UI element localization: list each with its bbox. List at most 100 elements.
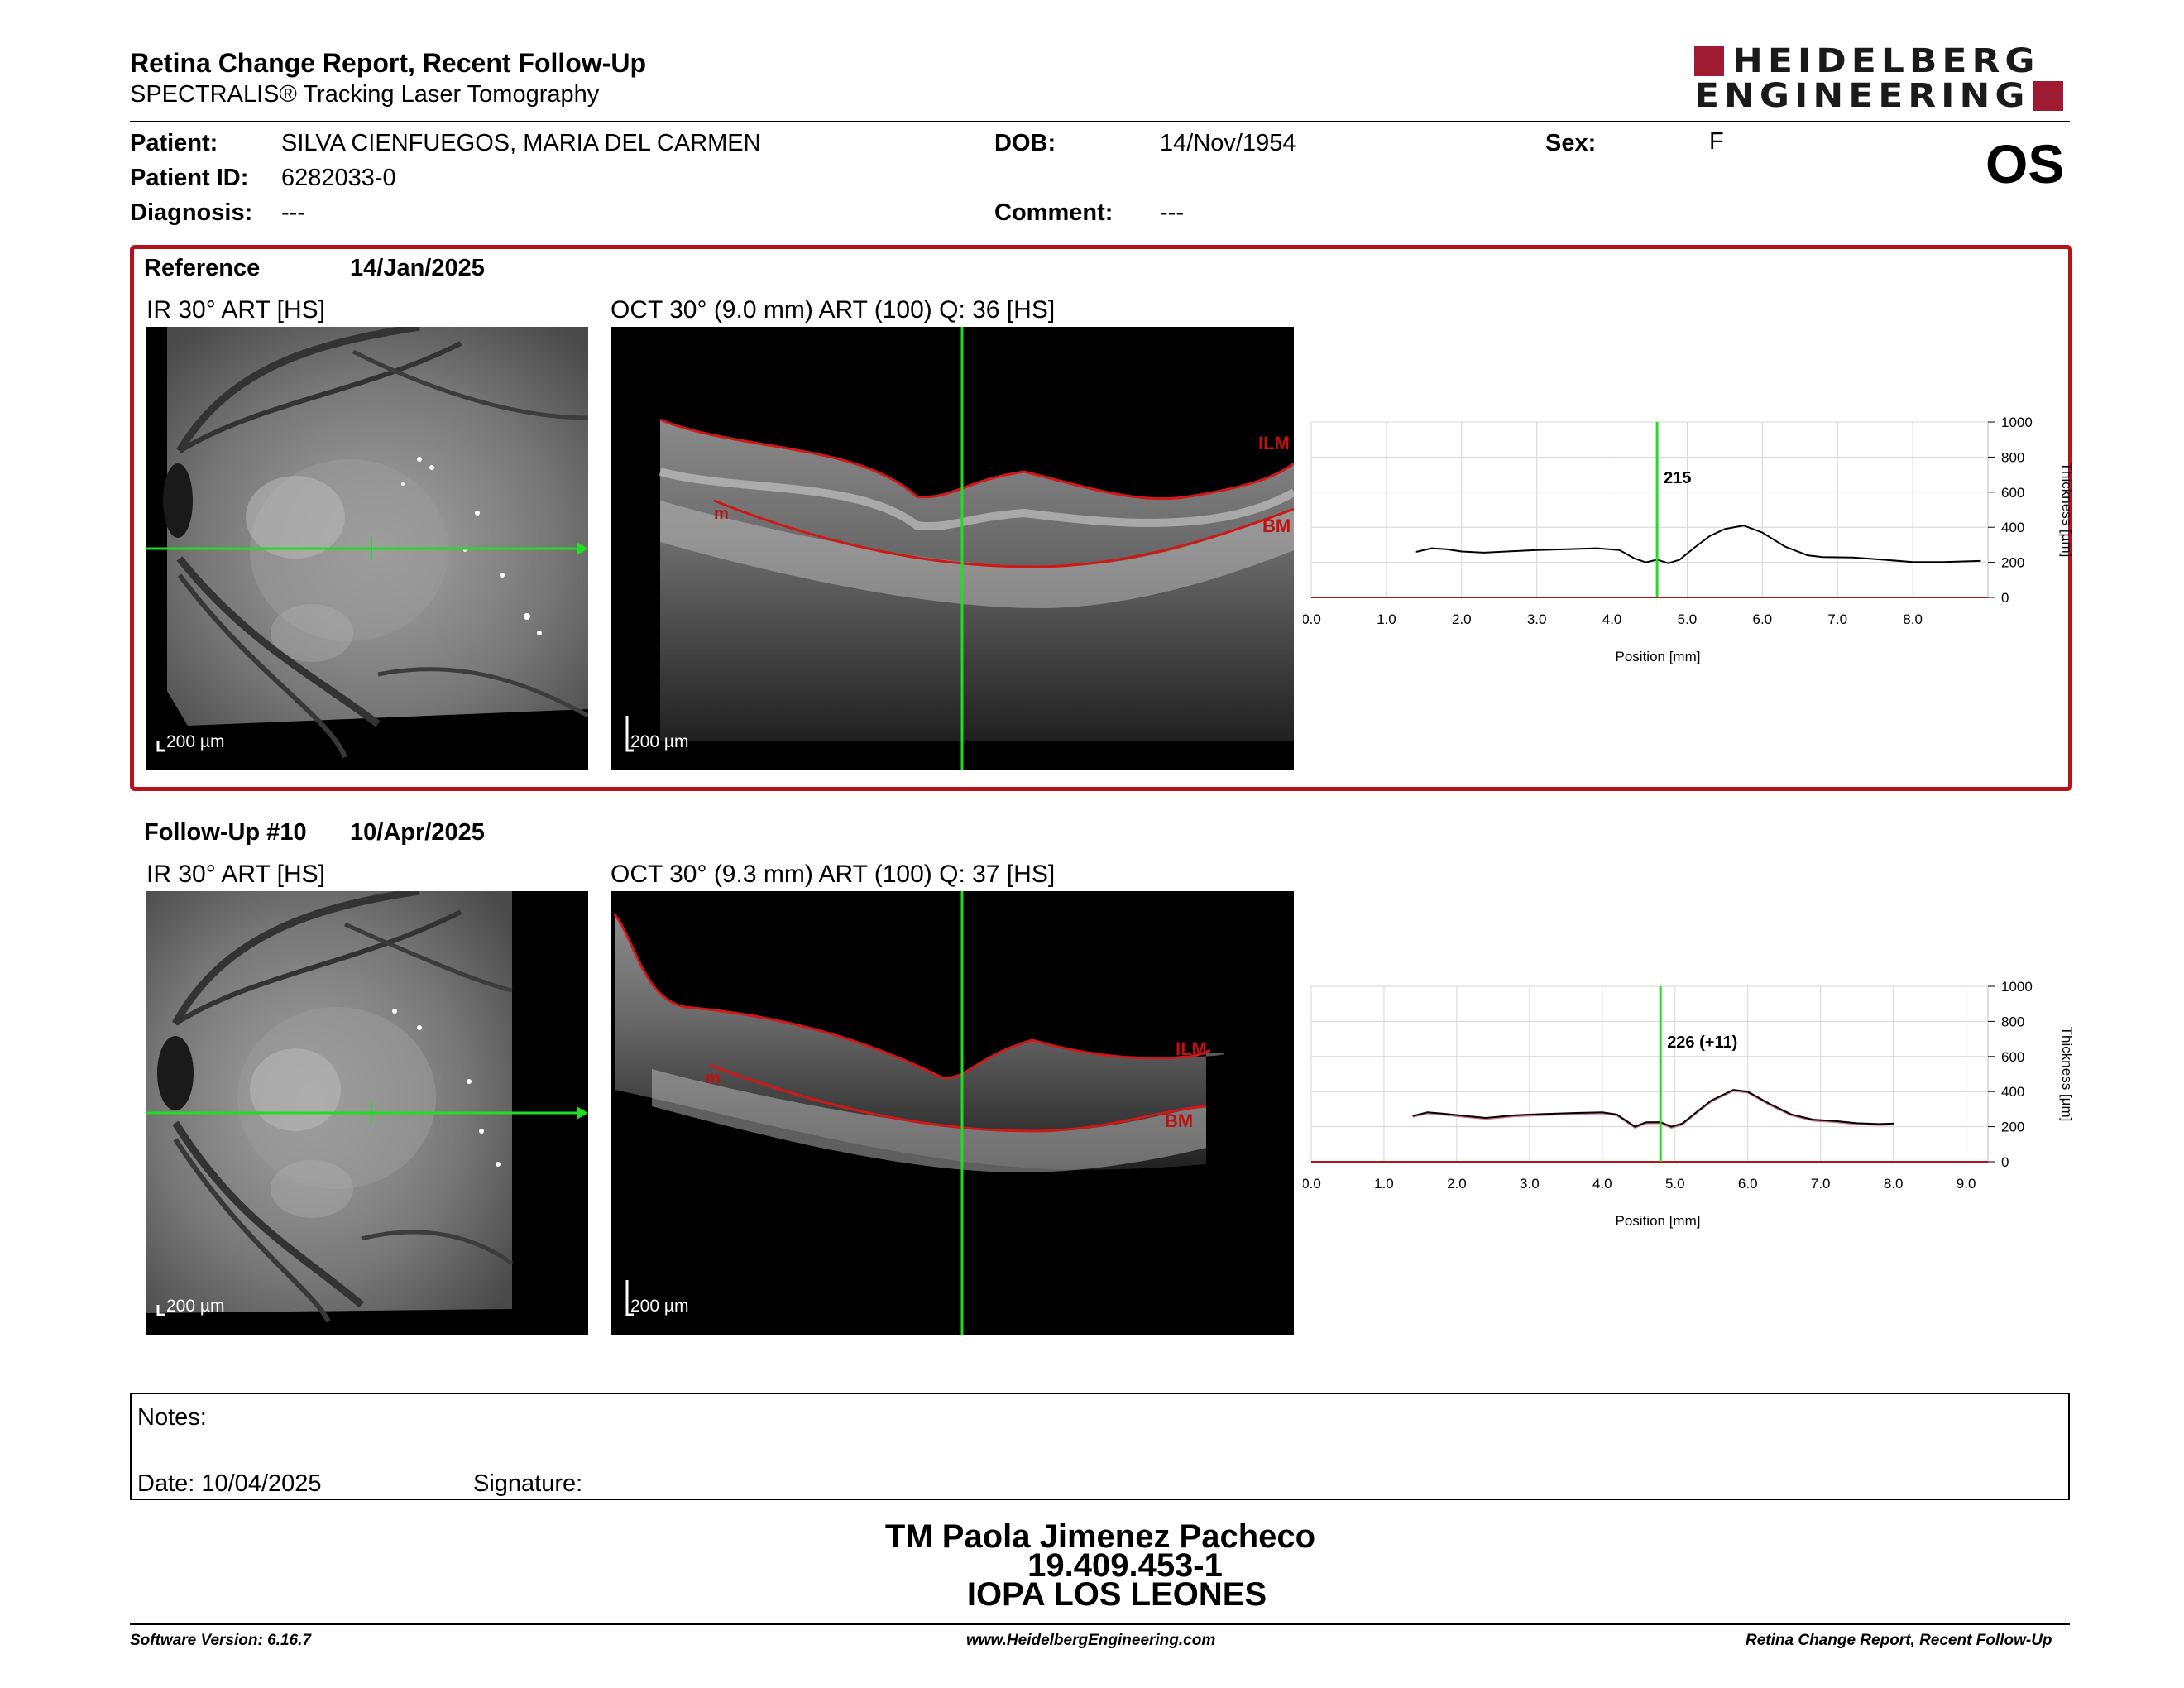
followup-oct-scalebar: 200 µm (630, 1297, 689, 1316)
patient-label: Patient: (130, 130, 218, 156)
reference-bm-label: BM (1262, 516, 1291, 536)
patient-id: 6282033-0 (281, 165, 396, 191)
sex-label: Sex: (1545, 130, 1597, 156)
chart-data-point (1834, 1120, 1837, 1122)
chart-y-axis-label: Thickness [µm] (2059, 463, 2075, 558)
chart-data-point (1412, 1115, 1414, 1117)
chart-y-tick-label: 600 (2001, 485, 2024, 501)
chart-data-point (1670, 1125, 1673, 1128)
patient-name: SILVA CIENFUEGOS, MARIA DEL CARMEN (281, 130, 761, 156)
footer-report-name: Retina Change Report, Recent Follow-Up (1746, 1632, 2052, 1649)
chart-data-point (1445, 548, 1448, 550)
reference-oct-scalebar: 200 µm (630, 732, 689, 751)
chart-x-tick-label: 6.0 (1753, 611, 1773, 627)
chart-x-tick-label: 2.0 (1452, 611, 1472, 627)
chart-data-point (1790, 1113, 1793, 1115)
signer-org: IOPA LOS LEONES (966, 1576, 1267, 1613)
chart-data-point (1426, 1111, 1429, 1114)
chart-data-point (1881, 559, 1884, 561)
header-divider (130, 121, 2070, 122)
chart-y-tick-label: 1000 (2001, 415, 2033, 430)
logo-square-icon (2033, 81, 2063, 111)
chart-y-tick-label: 600 (2001, 1049, 2024, 1065)
reference-label: Reference (144, 255, 261, 281)
chart-x-tick-label: 8.0 (1884, 1176, 1904, 1192)
chart-x-tick-label: 5.0 (1678, 611, 1698, 627)
chart-y-tick-label: 800 (2001, 449, 2024, 465)
signature-label: Signature: (473, 1470, 583, 1497)
chart-data-point (1645, 1121, 1647, 1124)
chart-series-line (1412, 1089, 1894, 1128)
chart-data-point (1460, 550, 1463, 553)
chart-data-point (1602, 1111, 1603, 1114)
followup-date: 10/Apr/2025 (350, 819, 485, 846)
footer-divider (130, 1623, 2070, 1625)
chart-data-point (1572, 1112, 1574, 1114)
reference-date: 14/Jan/2025 (350, 255, 485, 281)
chart-data-point (1616, 1113, 1618, 1115)
chart-data-point (1463, 1115, 1465, 1117)
sex-value: F (1709, 128, 1724, 155)
logo-line2: ENGINEERING (1694, 76, 2030, 115)
chart-cursor-value: 226 (+11) (1667, 1033, 1737, 1052)
reference-ir-image: 200 µm (146, 327, 588, 770)
chart-y-tick-label: 800 (2001, 1014, 2024, 1029)
chart-data-point (1415, 551, 1418, 553)
report-subtitle: SPECTRALIS® Tracking Laser Tomography (130, 81, 600, 108)
notes-label: Notes: (137, 1404, 207, 1431)
chart-data-point (1681, 1122, 1684, 1125)
comment-label: Comment: (994, 199, 1114, 226)
signer-id: 19.409.453-1 (1027, 1547, 1223, 1584)
website-link[interactable]: www.HeidelbergEngineering.com (966, 1632, 1216, 1649)
reference-ir-scalebar: 200 µm (166, 732, 225, 751)
chart-x-tick-label: 3.0 (1520, 1176, 1540, 1192)
chart-data-point (1912, 561, 1913, 563)
reference-ir-label: IR 30° ART [HS] (146, 296, 325, 324)
chart-data-point (1851, 556, 1854, 559)
software-version: Software Version: 6.16.7 (130, 1632, 311, 1649)
chart-data-point (1746, 1091, 1749, 1092)
chart-data-point (1667, 562, 1669, 564)
reference-m-label: m (714, 505, 729, 523)
chart-data-point (1618, 549, 1621, 551)
chart-x-tick-label: 8.0 (1903, 611, 1923, 627)
logo-line1: HEIDELBERG (1732, 41, 2040, 80)
chart-data-point (1807, 554, 1808, 556)
chart-y-tick-label: 0 (2001, 1154, 2009, 1170)
logo-square-icon (1694, 46, 1724, 76)
chart-data-point (1822, 556, 1823, 559)
signer-name: TM Paola Jimenez Pacheco (884, 1518, 1316, 1555)
chart-data-point (1980, 560, 1981, 562)
chart-data-point (1506, 550, 1508, 553)
chart-data-point (1942, 561, 1944, 563)
chart-data-point (1708, 535, 1711, 537)
chart-data-point (1813, 1119, 1814, 1120)
chart-x-tick-label: 1.0 (1374, 1176, 1394, 1192)
reference-oct-image: ILM BM m 200 µm (611, 327, 1294, 770)
followup-oct-label: OCT 30° (9.3 mm) ART (100) Q: 37 [HS] (611, 861, 1056, 888)
chart-reference-overlay-line (1412, 1090, 1894, 1129)
chart-data-point (1634, 558, 1636, 559)
followup-label: Follow-Up #10 (144, 819, 307, 846)
chart-data-point (1742, 525, 1745, 526)
chart-data-point (1878, 1123, 1880, 1125)
chart-data-point (1784, 545, 1786, 548)
chart-x-tick-label: 9.0 (1956, 1176, 1976, 1192)
followup-ir-scalebar: 200 µm (166, 1297, 225, 1316)
chart-data-point (1441, 1112, 1444, 1115)
chart-x-axis-label: Position [mm] (1616, 1213, 1701, 1229)
reference-ilm-label: ILM (1258, 433, 1290, 453)
followup-oct-image: ILM BM m 200 µm (611, 891, 1294, 1335)
chart-data-point (1566, 548, 1568, 550)
followup-ir-label: IR 30° ART [HS] (146, 861, 325, 888)
chart-data-point (1634, 1125, 1636, 1128)
followup-ilm-label: ILM (1176, 1038, 1207, 1059)
patient-id-label: Patient ID: (130, 165, 249, 191)
chart-data-point (1535, 549, 1538, 551)
chart-x-tick-label: 4.0 (1602, 611, 1622, 627)
chart-y-tick-label: 200 (2001, 555, 2024, 571)
chart-x-tick-label: 3.0 (1527, 611, 1547, 627)
reference-oct-label: OCT 30° (9.0 mm) ART (100) Q: 36 [HS] (611, 296, 1056, 324)
chart-data-point (1645, 561, 1647, 563)
reference-box (130, 245, 2072, 791)
